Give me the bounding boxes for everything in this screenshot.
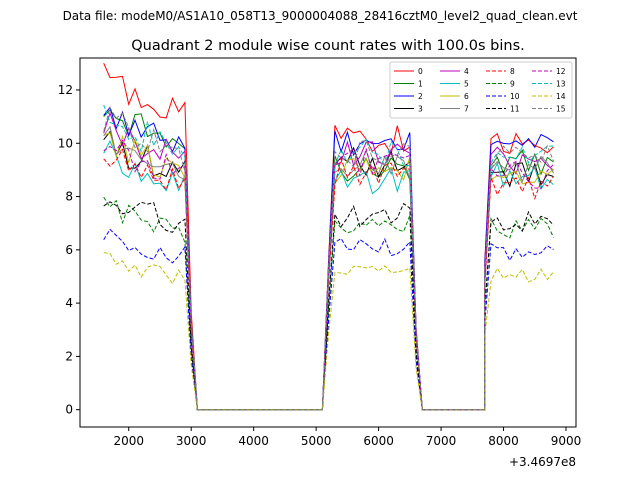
legend-label-3: 3 — [418, 105, 423, 114]
y-tick-label: 6 — [65, 243, 73, 257]
legend-label-1: 1 — [418, 80, 423, 89]
y-tick-label: 2 — [65, 349, 73, 363]
legend-label-6: 6 — [464, 92, 469, 101]
series-line-11 — [103, 201, 554, 411]
chart-title: Quadrant 2 module wise count rates with … — [131, 38, 525, 54]
y-tick-label: 4 — [65, 296, 73, 310]
series-line-15 — [103, 106, 554, 411]
x-tick-label: 3000 — [176, 434, 207, 448]
x-tick-label: 5000 — [301, 434, 332, 448]
legend-label-14: 14 — [556, 92, 566, 101]
legend-label-4: 4 — [464, 67, 469, 76]
legend-label-10: 10 — [510, 92, 520, 101]
series-line-0 — [103, 62, 554, 411]
legend-label-7: 7 — [464, 105, 469, 114]
plot-frame — [79, 57, 577, 428]
series-line-5 — [103, 139, 554, 411]
y-tick-label: 8 — [65, 190, 73, 204]
series-line-2 — [103, 106, 554, 411]
legend-label-8: 8 — [510, 67, 515, 76]
series-line-13 — [103, 104, 554, 411]
legend-label-2: 2 — [418, 92, 423, 101]
legend-label-13: 13 — [556, 80, 566, 89]
x-tick-label: 9000 — [551, 434, 582, 448]
x-tick-label: 7000 — [426, 434, 457, 448]
legend-label-11: 11 — [510, 105, 520, 114]
series-layer — [103, 62, 554, 411]
legend-label-12: 12 — [556, 67, 566, 76]
chart-suptitle: Data file: modeM0/AS1A10_058T13_90000040… — [63, 9, 578, 23]
series-line-14 — [103, 252, 554, 411]
series-line-8 — [103, 148, 554, 411]
plot-area — [80, 58, 576, 427]
legend-label-0: 0 — [418, 67, 423, 76]
y-tick-label: 0 — [65, 403, 73, 417]
axes-layer: 2000 3000 4000 5000 6000 7000 8000 9000 0 2 4 6 8 10 1… — [58, 83, 582, 448]
x-tick-label: 4000 — [238, 434, 269, 448]
series-line-10 — [103, 228, 554, 411]
x-tick-label: 6000 — [363, 434, 394, 448]
legend-label-15: 15 — [556, 105, 566, 114]
series-line-7 — [103, 125, 554, 411]
y-tick-label: 12 — [58, 83, 73, 97]
x-tick-label: 2000 — [113, 434, 144, 448]
legend-label-9: 9 — [510, 80, 515, 89]
series-line-4 — [103, 111, 554, 411]
legend-label-5: 5 — [464, 80, 469, 89]
x-offset-label: +3.4697e8 — [509, 455, 576, 469]
legend-frame — [389, 61, 573, 119]
series-line-12 — [103, 139, 554, 411]
series-line-6 — [103, 132, 554, 411]
x-tick-label: 8000 — [488, 434, 519, 448]
y-tick-label: 10 — [58, 136, 73, 150]
